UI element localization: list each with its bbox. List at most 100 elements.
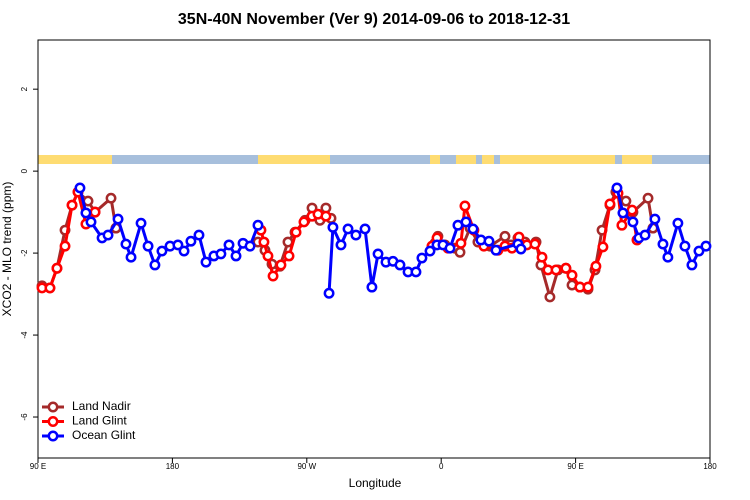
- data-point: [342, 223, 354, 235]
- land-strip: [430, 155, 440, 164]
- data-point: [700, 240, 712, 252]
- data-point: [89, 206, 101, 218]
- land-strip: [622, 155, 652, 164]
- data-point: [223, 239, 235, 251]
- data-point: [335, 239, 347, 251]
- legend-label: Ocean Glint: [72, 428, 136, 442]
- data-point: [185, 235, 197, 247]
- data-point: [394, 259, 406, 271]
- legend-label: Land Glint: [72, 414, 127, 428]
- land-strip: [456, 155, 476, 164]
- data-point: [617, 207, 629, 219]
- y-tick-label: 2: [20, 86, 29, 91]
- data-point: [215, 248, 227, 260]
- data-point: [298, 216, 310, 228]
- x-tick-label: 90 E: [567, 462, 583, 471]
- data-point: [172, 239, 184, 251]
- data-point: [327, 221, 339, 233]
- data-point: [672, 217, 684, 229]
- data-point: [156, 245, 168, 257]
- data-point: [444, 242, 456, 254]
- legend-marker: [47, 416, 59, 427]
- data-point: [515, 243, 527, 255]
- data-point: [560, 262, 572, 274]
- data-point: [283, 250, 295, 262]
- data-point: [604, 198, 616, 210]
- data-point: [80, 207, 92, 219]
- data-point: [693, 245, 705, 257]
- data-point: [178, 245, 190, 257]
- land-strip: [500, 155, 615, 164]
- data-point: [230, 250, 242, 262]
- data-point: [258, 236, 270, 248]
- data-point: [642, 192, 654, 204]
- data-point: [290, 226, 302, 238]
- data-point: [366, 281, 378, 293]
- data-point: [112, 213, 124, 225]
- data-point: [51, 262, 63, 274]
- data-point: [66, 199, 78, 211]
- data-point: [275, 259, 287, 271]
- data-point: [460, 216, 472, 228]
- data-point: [686, 259, 698, 271]
- data-point: [566, 269, 578, 281]
- data-point: [582, 281, 594, 293]
- data-point: [679, 240, 691, 252]
- data-point: [149, 259, 161, 271]
- data-point: [244, 240, 256, 252]
- data-point: [359, 223, 371, 235]
- x-tick-label: 90 E: [30, 462, 46, 471]
- y-tick-label: -6: [20, 413, 29, 421]
- land-ocean-strip: [38, 155, 710, 164]
- data-point: [424, 245, 436, 257]
- data-point: [550, 264, 562, 276]
- data-point: [499, 230, 511, 242]
- data-point: [627, 216, 639, 228]
- data-point: [74, 182, 86, 194]
- data-point: [597, 241, 609, 253]
- x-tick-label: 180: [703, 462, 717, 471]
- data-point: [544, 291, 556, 303]
- x-tick-label: 180: [166, 462, 180, 471]
- data-point: [350, 229, 362, 241]
- chart-title: 35N-40N November (Ver 9) 2014-09-06 to 2…: [178, 11, 570, 28]
- data-point: [657, 238, 669, 250]
- data-point: [102, 229, 114, 241]
- data-point: [125, 251, 137, 263]
- land-strip: [258, 155, 330, 164]
- data-point: [142, 240, 154, 252]
- data-point: [529, 238, 541, 250]
- data-point: [662, 251, 674, 263]
- y-tick-label: -2: [20, 249, 29, 257]
- data-point: [483, 235, 495, 247]
- data-point: [639, 229, 651, 241]
- data-point: [590, 260, 602, 272]
- data-point: [252, 219, 264, 231]
- data-point: [372, 248, 384, 260]
- data-point: [135, 217, 147, 229]
- data-point: [455, 237, 467, 249]
- data-point: [454, 246, 466, 258]
- legend-marker: [47, 430, 59, 442]
- land-strip: [38, 155, 112, 164]
- data-point: [620, 195, 632, 207]
- data-point: [649, 213, 661, 225]
- x-axis-label: Longitude: [349, 476, 402, 490]
- data-point: [416, 252, 428, 264]
- y-axis-label: XCO2 - MLO trend (ppm): [0, 182, 14, 317]
- land-strip: [482, 155, 494, 164]
- data-point: [323, 287, 335, 299]
- data-point: [85, 216, 97, 228]
- data-point: [59, 240, 71, 252]
- data-point: [626, 204, 638, 216]
- data-point: [410, 266, 422, 278]
- data-point: [200, 256, 212, 268]
- data-point: [611, 182, 623, 194]
- data-point: [320, 210, 332, 222]
- data-point: [262, 250, 274, 262]
- data-point: [467, 223, 479, 235]
- plot-frame: [37, 39, 711, 459]
- data-point: [120, 238, 132, 250]
